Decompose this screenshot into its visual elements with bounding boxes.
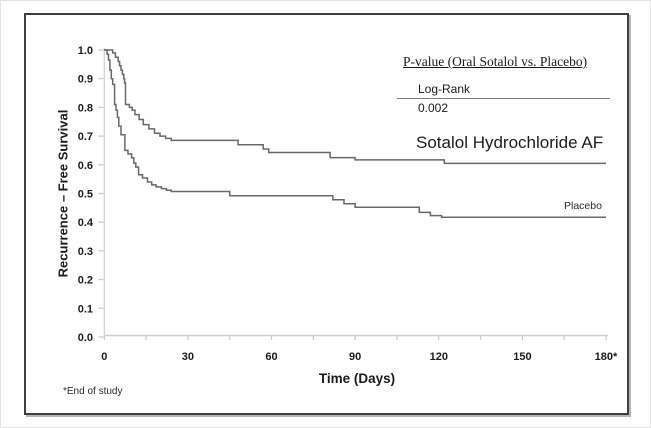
x-tick-label: 0	[101, 351, 107, 363]
y-tick-label: 0.7	[78, 131, 93, 143]
x-tick-label: 150	[513, 351, 531, 363]
y-axis-title: Recurrence – Free Survival	[55, 109, 71, 278]
x-tick-label: 180*	[595, 351, 618, 363]
y-tick-label: 0.2	[78, 275, 93, 287]
x-axis-title: Time (Days)	[318, 371, 396, 386]
y-tick-label: 0.6	[78, 160, 93, 172]
x-tick-label: 30	[182, 351, 194, 363]
pvalue-method-label: Log-Rank	[397, 82, 610, 99]
y-tick-label: 1.0	[78, 45, 93, 57]
end-of-study-footnote: *End of study	[63, 386, 123, 397]
pvalue-box-title: P-value (Oral Sotalol vs. Placebo)	[403, 54, 588, 69]
y-tick-label: 0.4	[78, 217, 94, 229]
km-curve-sotalol	[104, 49, 606, 165]
y-tick-label: 0.5	[78, 189, 93, 201]
pvalue-value: 0.002	[418, 101, 449, 115]
series-label-sotalol: Sotalol Hydrochloride AF	[416, 133, 604, 152]
figure-border	[24, 13, 629, 415]
x-tick-label: 60	[265, 351, 277, 363]
km-curve-placebo	[104, 49, 606, 219]
series-label-placebo: Placebo	[564, 200, 602, 212]
y-tick-label: 0.0	[78, 332, 93, 344]
y-tick-label: 0.3	[78, 246, 93, 258]
y-tick-label: 0.9	[78, 74, 93, 86]
x-tick-label: 90	[349, 351, 361, 363]
x-tick-label: 120	[430, 351, 448, 363]
y-tick-label: 0.8	[78, 102, 93, 114]
y-tick-label: 0.1	[78, 303, 93, 315]
